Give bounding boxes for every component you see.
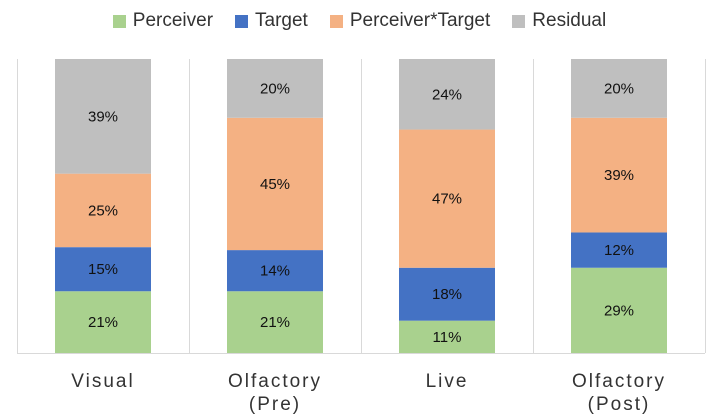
data-label: 20% <box>604 80 634 97</box>
legend-item-1: Target <box>235 10 308 32</box>
bar-segment-target <box>399 267 495 321</box>
legend-label: Residual <box>532 10 607 31</box>
legend-swatch <box>329 14 343 28</box>
data-label: 21% <box>88 314 118 331</box>
data-label: 21% <box>260 314 290 331</box>
legend-swatch <box>235 14 249 28</box>
legend-label: Perceiver*Target <box>349 10 491 31</box>
bar-segment-target <box>55 247 151 292</box>
legend: Perceiver Target Perceiver*Target Residual <box>0 6 719 36</box>
data-label: 20% <box>260 80 290 97</box>
bar-segment-target <box>571 232 667 268</box>
bar-segment-perceiver-target <box>227 117 323 251</box>
data-label: 39% <box>604 167 634 184</box>
data-label: 24% <box>432 86 462 103</box>
category-label: (Pre) <box>249 394 301 415</box>
bar-segment-residual <box>55 59 151 174</box>
data-label: 14% <box>260 263 290 280</box>
category-label: Olfactory <box>228 371 322 392</box>
bar-segment-perceiver-target <box>571 117 667 233</box>
data-label: 25% <box>88 202 118 219</box>
category-label: Live <box>426 371 469 392</box>
legend-swatch <box>512 14 526 28</box>
data-label: 12% <box>604 242 634 259</box>
bar-segment-residual <box>227 59 323 118</box>
legend-item-2: Perceiver*Target <box>329 10 491 32</box>
data-label: 45% <box>260 176 290 193</box>
bar-segment-perceiver-target <box>55 173 151 248</box>
data-label: 39% <box>88 108 118 125</box>
category-label: Visual <box>71 371 134 392</box>
bar-segment-perceiver <box>571 267 667 353</box>
bar-segment-perceiver <box>55 291 151 353</box>
bar-segment-perceiver-target <box>399 129 495 268</box>
bar-segment-residual <box>571 59 667 118</box>
data-label: 18% <box>432 286 462 303</box>
bar-segment-perceiver <box>399 320 495 353</box>
data-label: 29% <box>604 302 634 319</box>
bar-segment-residual <box>399 59 495 130</box>
bar-segment-target <box>227 250 323 292</box>
data-label: 15% <box>88 261 118 278</box>
legend-swatch <box>112 14 126 28</box>
bar-segment-perceiver <box>227 291 323 353</box>
legend-label: Perceiver <box>132 10 214 31</box>
data-label: 47% <box>432 191 462 208</box>
category-label: (Post) <box>588 394 651 415</box>
category-label: Olfactory <box>572 371 666 392</box>
data-label: 11% <box>433 329 462 346</box>
legend-item-3: Residual <box>512 10 606 32</box>
legend-label: Target <box>255 10 308 31</box>
legend-item-0: Perceiver <box>112 10 214 32</box>
